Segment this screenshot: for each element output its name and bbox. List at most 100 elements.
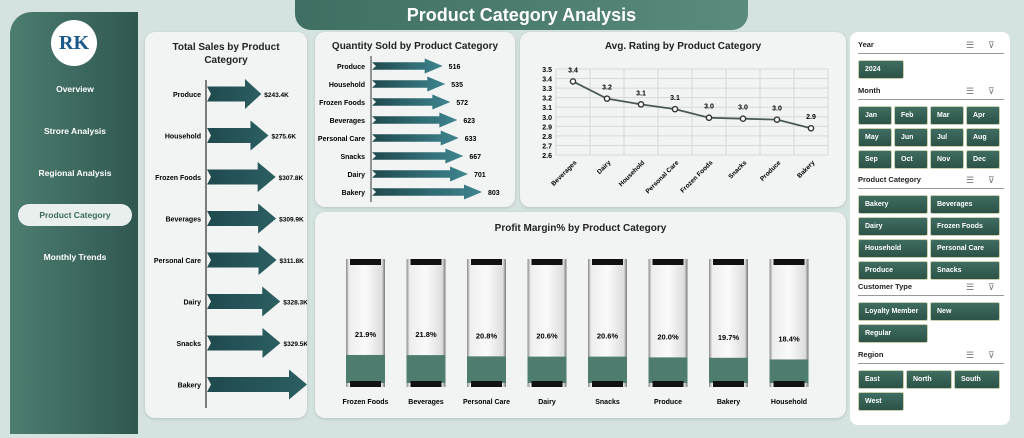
- slicer-item-product-category[interactable]: Bakery: [858, 195, 928, 214]
- chart-title: Avg. Rating by Product Category: [604, 41, 762, 52]
- slicer-header-year: Year ☰ ⊽: [858, 40, 1004, 54]
- slicer-item-customer-type[interactable]: Loyalty Member: [858, 302, 928, 321]
- category-label: Beverages: [408, 399, 444, 406]
- category-label: Beverages: [166, 217, 202, 224]
- slicer-item-month[interactable]: Mar: [930, 106, 964, 125]
- data-label: 18.4%: [778, 334, 800, 343]
- y-tick-label: 3.2: [542, 96, 552, 103]
- slicer-item-month[interactable]: Feb: [894, 106, 928, 125]
- slicer-item-region[interactable]: East: [858, 370, 904, 389]
- data-label: 3.1: [636, 90, 646, 97]
- cylinder-cap: [592, 259, 623, 265]
- slicer-item-month[interactable]: Apr: [966, 106, 1000, 125]
- y-tick-label: 3.3: [542, 86, 552, 93]
- data-point: [671, 105, 679, 113]
- fill-bar: [769, 359, 809, 383]
- cylinder-base: [410, 381, 442, 387]
- slicer-item-product-category[interactable]: Snacks: [930, 261, 1000, 280]
- data-point: [637, 101, 645, 108]
- bar-arrow: [207, 120, 269, 151]
- clear-filter-icon[interactable]: ⊽: [988, 40, 995, 50]
- slicer-item-product-category[interactable]: Beverages: [930, 195, 1000, 214]
- y-tick-label: 3.4: [542, 77, 552, 84]
- clear-filter-icon[interactable]: ⊽: [988, 175, 995, 185]
- category-label: Snacks: [595, 399, 620, 406]
- slicer-item-month[interactable]: Jun: [894, 128, 928, 147]
- slicer-item-region[interactable]: South: [954, 370, 1000, 389]
- data-label: $309.9K: [279, 217, 304, 224]
- bar-arrow: [372, 94, 451, 110]
- page-title: Product Category Analysis: [295, 0, 748, 30]
- bar-arrow: [207, 286, 281, 317]
- slicer-item-month[interactable]: Dec: [966, 150, 1000, 169]
- cylinder-base: [592, 381, 623, 387]
- category-label: Bakery: [717, 399, 740, 406]
- cylinder-cap: [350, 259, 381, 265]
- slicer-item-region[interactable]: West: [858, 392, 904, 411]
- slicer-item-month[interactable]: Oct: [894, 150, 928, 169]
- y-tick-label: 3.0: [542, 115, 552, 122]
- category-label: Dairy: [347, 172, 365, 179]
- bar-arrow: [207, 245, 277, 275]
- slicer-title: Month: [858, 86, 881, 95]
- slicer-item-customer-type[interactable]: Regular: [858, 324, 928, 343]
- cylinder-cap: [410, 259, 442, 265]
- total-sales-chart: Produce $243.4K Household $275.6K Frozen Foo…: [154, 79, 307, 408]
- data-label: $275.6K: [271, 134, 296, 141]
- slicer-item-customer-type[interactable]: New: [930, 302, 1000, 321]
- data-label: 3.0: [704, 104, 714, 111]
- category-label: Household: [165, 134, 201, 141]
- category-label: Frozen Foods: [155, 175, 201, 182]
- data-label: 3.4: [568, 67, 578, 74]
- data-label: 2.9: [806, 114, 816, 121]
- nav-monthly-trends[interactable]: Monthly Trends: [43, 252, 107, 262]
- data-label: $328.3K: [283, 300, 307, 307]
- nav-product-category[interactable]: Product Category: [18, 204, 132, 226]
- data-label: 623: [463, 118, 475, 125]
- slicer-item-product-category[interactable]: Dairy: [858, 217, 928, 236]
- slicer-item-month[interactable]: Nov: [930, 150, 964, 169]
- category-label: Bakery: [178, 383, 201, 390]
- multi-select-icon[interactable]: ☰: [966, 86, 975, 96]
- slicer-item-year[interactable]: 2024: [858, 60, 904, 79]
- y-tick-label: 2.8: [542, 134, 552, 141]
- cylinder-base: [652, 381, 684, 387]
- nav-overview[interactable]: Overview: [56, 84, 94, 94]
- multi-select-icon[interactable]: ☰: [966, 40, 975, 50]
- bar-arrow: [372, 112, 458, 128]
- data-label: $311.8K: [280, 258, 305, 265]
- data-label: 516: [449, 64, 461, 71]
- slicer-item-product-category[interactable]: Personal Care: [930, 239, 1000, 258]
- data-label: 667: [469, 154, 481, 161]
- chart-title: Total Sales by Product Category: [172, 42, 280, 66]
- slicer-item-product-category[interactable]: Produce: [858, 261, 928, 280]
- cylinder-cap: [773, 259, 805, 265]
- nav-regional-analysis[interactable]: Regional Analysis: [38, 168, 112, 178]
- category-label: Produce: [654, 399, 682, 406]
- clear-filter-icon[interactable]: ⊽: [988, 350, 995, 360]
- slicer-item-region[interactable]: North: [906, 370, 952, 389]
- multi-select-icon[interactable]: ☰: [966, 350, 975, 360]
- y-tick-label: 2.6: [542, 153, 552, 160]
- slicer-item-month[interactable]: Aug: [966, 128, 1000, 147]
- nav-store-analysis[interactable]: Strore Analysis: [43, 126, 107, 136]
- x-tick-label: Dairy: [596, 159, 613, 176]
- data-label: 803: [488, 190, 500, 197]
- multi-select-icon[interactable]: ☰: [966, 175, 975, 185]
- slicer-item-month[interactable]: Jul: [930, 128, 964, 147]
- slicer-item-month[interactable]: Sep: [858, 150, 892, 169]
- x-tick-label: Snacks: [727, 159, 748, 180]
- category-label: Personal Care: [463, 399, 510, 406]
- category-label: Snacks: [176, 341, 201, 348]
- multi-select-icon[interactable]: ☰: [966, 282, 975, 292]
- clear-filter-icon[interactable]: ⊽: [988, 86, 995, 96]
- data-label: 21.8%: [415, 330, 437, 339]
- slicer-item-month[interactable]: May: [858, 128, 892, 147]
- slicer-item-product-category[interactable]: Household: [858, 239, 928, 258]
- slicer-item-product-category[interactable]: Frozen Foods: [930, 217, 1000, 236]
- data-label: 633: [465, 136, 477, 143]
- data-label: 19.7%: [718, 333, 740, 342]
- slicer-item-month[interactable]: Jan: [858, 106, 892, 125]
- clear-filter-icon[interactable]: ⊽: [988, 282, 995, 292]
- data-label: 3.0: [738, 105, 748, 112]
